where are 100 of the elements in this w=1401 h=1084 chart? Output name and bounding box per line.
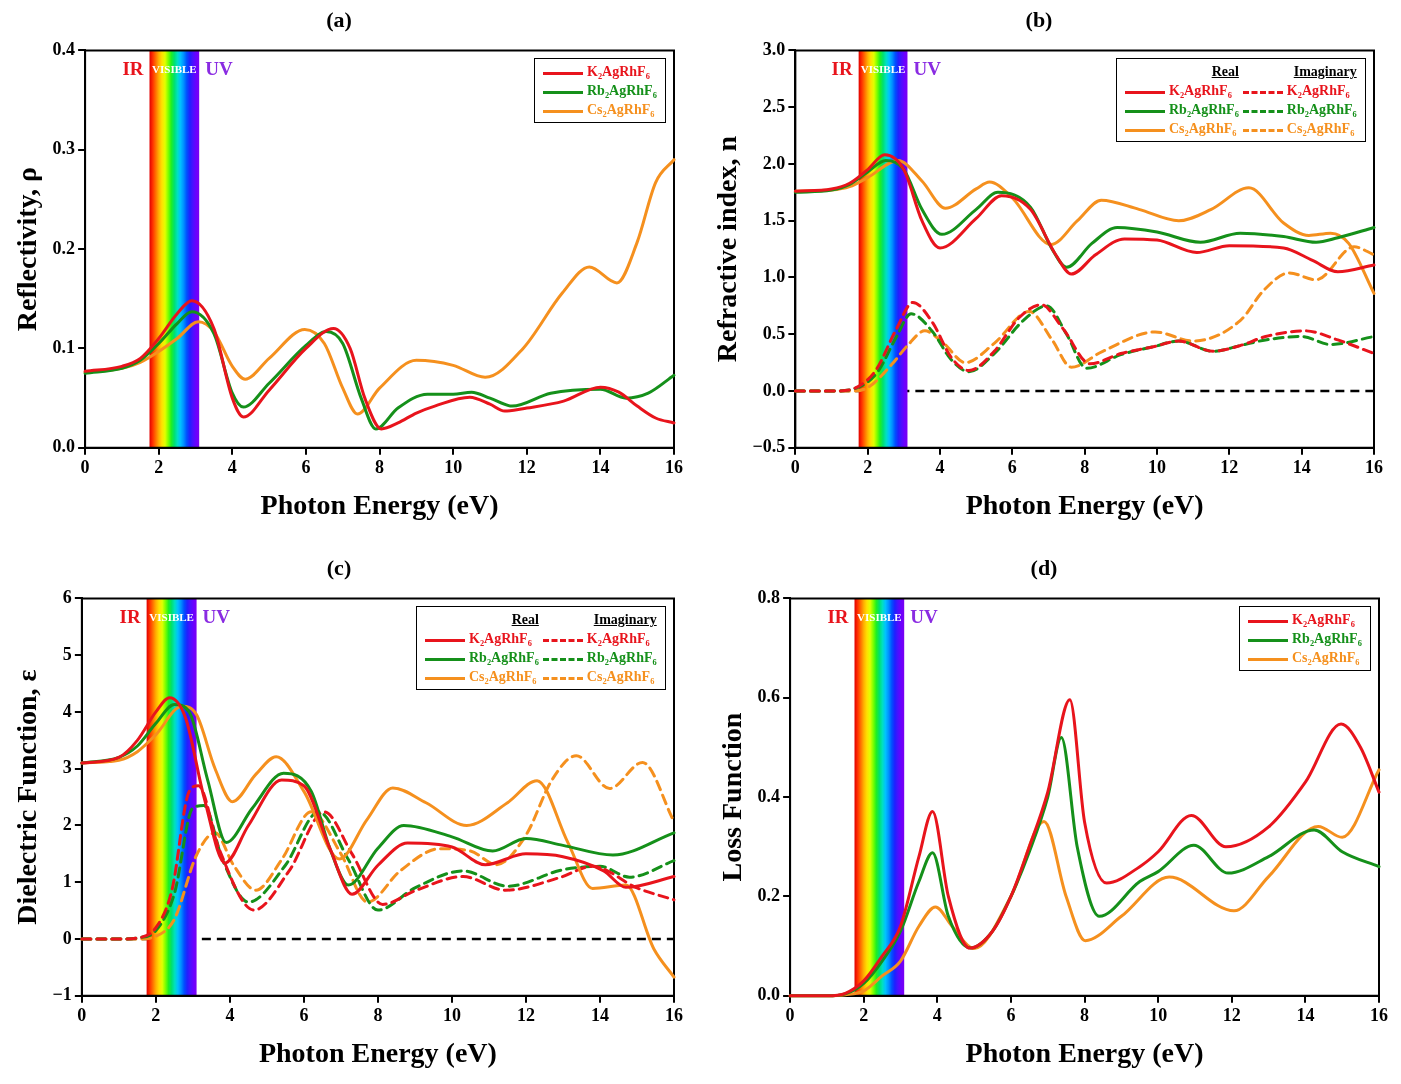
annotation: Real	[510, 611, 540, 630]
y-tick-label: 0.3	[52, 138, 76, 159]
legend-label: K₂AgRhF₆	[585, 630, 651, 649]
legend-label: K₂AgRhF₆	[586, 63, 651, 82]
y-tick-label: 2	[62, 814, 72, 835]
x-tick-label: 12	[516, 1005, 535, 1026]
x-tick-label: 14	[590, 1005, 609, 1026]
x-tick-label: 2	[863, 457, 873, 478]
y-tick-label: 0.0	[762, 379, 786, 400]
band-label: VISIBLE	[857, 611, 902, 624]
annotation: UV	[913, 58, 942, 80]
legend-label: K₂AgRhF₆	[1291, 611, 1356, 630]
y-tick-label: −1	[52, 984, 72, 1005]
x-axis-title: Photon Energy (eV)	[260, 489, 499, 521]
chart-title: (d)	[1030, 554, 1058, 580]
x-tick-label: 4	[225, 1005, 235, 1026]
chart-title: (a)	[326, 6, 352, 32]
annotation: IR	[831, 58, 853, 80]
x-tick-label: 10	[442, 1005, 461, 1026]
x-tick-label: 6	[301, 457, 311, 478]
legend-label: Rb₂AgRhF₆	[468, 649, 540, 668]
y-tick-label: 0.0	[52, 436, 76, 457]
legend-label: Rb₂AgRhF₆	[1291, 630, 1363, 649]
x-tick-label: 16	[665, 1005, 683, 1026]
legend-label: Rb₂AgRhF₆	[586, 82, 658, 101]
annotation: IR	[119, 606, 141, 628]
legend-label: K₂AgRhF₆	[1168, 82, 1233, 101]
x-tick-label: 0	[80, 457, 90, 478]
chart-title: (c)	[326, 554, 352, 580]
x-tick-label: 4	[932, 1005, 942, 1026]
legend-label: Cs₂AgRhF₆	[1291, 649, 1361, 668]
line-series	[80, 704, 676, 979]
legend-label: Cs₂AgRhF₆	[468, 668, 538, 687]
legend-label: K₂AgRhF₆	[468, 630, 533, 649]
y-tick-label: 3.0	[762, 39, 786, 60]
y-tick-label: 2.0	[762, 152, 786, 173]
legend-label: Cs₂AgRhF₆	[586, 101, 656, 120]
y-tick-label: 1	[62, 870, 72, 891]
x-tick-label: 8	[373, 1005, 383, 1026]
x-tick-label: 4	[227, 457, 237, 478]
x-tick-label: 12	[1220, 457, 1239, 478]
y-tick-label: 0.2	[52, 237, 76, 258]
y-tick-label: 2.5	[762, 95, 786, 116]
legend-label: Rb₂AgRhF₆	[1168, 101, 1240, 120]
x-tick-label: 8	[1080, 1005, 1090, 1026]
legend-label: Cs₂AgRhF₆	[585, 668, 656, 687]
x-tick-label: 10	[1149, 1005, 1168, 1026]
x-axis-title: Photon Energy (eV)	[965, 489, 1204, 521]
x-tick-label: 10	[444, 457, 463, 478]
x-tick-label: 6	[1006, 1005, 1016, 1026]
y-tick-label: 0.6	[757, 686, 781, 707]
y-tick-label: 0.4	[757, 785, 781, 806]
y-axis-title: Dielectric Function, ε	[11, 669, 43, 925]
legend-label: Cs₂AgRhF₆	[1168, 120, 1238, 139]
y-tick-label: 4	[62, 700, 72, 721]
x-tick-label: 14	[591, 457, 610, 478]
y-tick-label: 0.0	[757, 984, 781, 1005]
legend-label: Rb₂AgRhF₆	[585, 649, 658, 668]
y-tick-label: 3	[62, 757, 72, 778]
x-tick-label: 8	[375, 457, 385, 478]
x-tick-label: 16	[1365, 457, 1383, 478]
annotation: Imaginary	[1292, 63, 1358, 82]
annotation: IR	[827, 606, 849, 628]
y-tick-label: 0	[62, 927, 72, 948]
annotation: Imaginary	[592, 611, 658, 630]
annotation: Real	[1210, 63, 1240, 82]
x-tick-label: 2	[151, 1005, 161, 1026]
y-tick-label: 0.4	[52, 39, 76, 60]
y-axis-title: Reflectivity, ρ	[11, 166, 43, 332]
legend-label: K₂AgRhF₆	[1285, 82, 1351, 101]
x-tick-label: 14	[1292, 457, 1311, 478]
x-tick-label: 12	[517, 457, 536, 478]
chart-title: (b)	[1025, 6, 1053, 32]
y-tick-label: 1.5	[762, 209, 786, 230]
y-tick-label: 0.8	[757, 587, 781, 608]
y-tick-label: 6	[62, 587, 72, 608]
y-axis-title: Refractive index, n	[711, 135, 743, 363]
y-tick-label: 0.5	[762, 322, 786, 343]
annotation: UV	[202, 606, 231, 628]
y-tick-label: 1.0	[762, 266, 786, 287]
band-label: VISIBLE	[149, 611, 194, 624]
x-tick-label: 4	[935, 457, 945, 478]
x-tick-label: 12	[1222, 1005, 1241, 1026]
annotation: IR	[122, 58, 144, 80]
x-tick-label: 10	[1148, 457, 1167, 478]
y-tick-label: 5	[62, 643, 72, 664]
x-tick-label: 8	[1080, 457, 1090, 478]
x-tick-label: 6	[1007, 457, 1017, 478]
band-label: VISIBLE	[152, 63, 197, 76]
y-axis-title: Loss Function	[716, 712, 748, 882]
x-tick-label: 14	[1296, 1005, 1315, 1026]
y-tick-label: −0.5	[752, 436, 786, 457]
x-tick-label: 2	[154, 457, 164, 478]
annotation: UV	[205, 58, 233, 80]
x-axis-title: Photon Energy (eV)	[965, 1037, 1204, 1069]
legend-label: Cs₂AgRhF₆	[1285, 120, 1356, 139]
x-tick-label: 6	[299, 1005, 309, 1026]
x-tick-label: 16	[665, 457, 683, 478]
annotation: UV	[910, 606, 938, 628]
y-tick-label: 0.2	[757, 885, 781, 906]
